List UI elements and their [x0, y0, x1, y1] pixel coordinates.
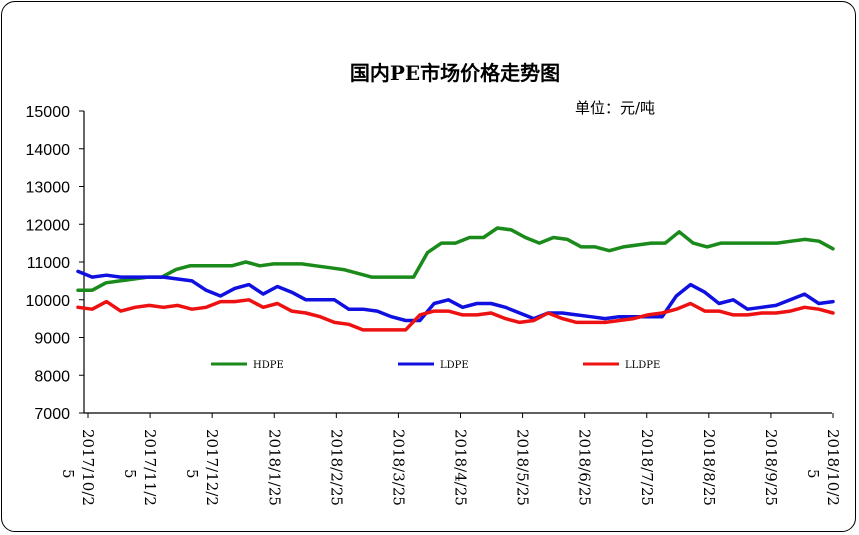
legend-label-ldpe: LDPE	[440, 360, 469, 371]
y-tick-label: 15000	[26, 104, 71, 121]
x-tick-label: 2018/7/25	[638, 429, 656, 506]
series-line-lldpe	[76, 298, 835, 332]
x-tick-label-group: 2018/10/25	[804, 429, 842, 506]
x-tick-label: 2018/4/25	[452, 429, 470, 506]
x-tick-label-group: 2018/5/25	[514, 429, 532, 506]
axes: 7000 8000 9000 10000 11000 12000 13000 14000 150…	[26, 104, 843, 506]
x-tick-label: 2018/3/25	[389, 429, 407, 506]
x-tick-label: 2018/6/25	[576, 429, 594, 506]
y-tick-label: 14000	[26, 142, 71, 159]
chart-title: 国内PE市场价格走势图	[350, 61, 560, 85]
y-tick-label: 12000	[26, 217, 71, 234]
x-tick-label: 2018/8/25	[700, 429, 718, 506]
series-line-hdpe	[76, 226, 835, 293]
x-tick-label-group: 2018/2/25	[327, 429, 345, 506]
x-tick-label: 2018/1/25	[265, 429, 283, 506]
x-tick-label: 2017/12/2	[203, 429, 221, 506]
x-tick-label: 2018/5/25	[514, 429, 532, 506]
legend-label-lldpe: LLDPE	[625, 360, 660, 371]
legend-label-hdpe: HDPE	[253, 360, 284, 371]
x-tick-label-continuation: 5	[804, 469, 822, 479]
x-tick-label: 2018/10/2	[824, 429, 842, 506]
x-tick-label-continuation: 5	[183, 469, 201, 479]
unit-label: 单位：元/吨	[575, 99, 655, 117]
legend: HDPE LDPE LLDPE	[211, 360, 660, 371]
x-tick-label-group: 2018/7/25	[638, 429, 656, 506]
x-tick-label-group: 2017/11/25	[121, 429, 159, 506]
x-tick-label-group: 2018/8/25	[700, 429, 718, 506]
x-tick-label: 2018/2/25	[327, 429, 345, 506]
x-tick-label-group: 2018/4/25	[452, 429, 470, 506]
y-tick-label: 11000	[27, 255, 70, 272]
x-tick-label-group: 2017/12/25	[183, 429, 221, 506]
x-tick-label-continuation: 5	[121, 469, 139, 479]
series-line-ldpe	[76, 269, 835, 323]
x-tick-label: 2017/10/2	[79, 429, 97, 506]
series-layer	[76, 226, 835, 332]
y-tick-label: 10000	[26, 293, 71, 310]
x-tick-label: 2017/11/2	[141, 429, 159, 506]
x-tick-label: 2018/9/25	[762, 429, 780, 506]
x-tick-label-group: 2017/10/25	[59, 429, 97, 506]
x-tick-label-continuation: 5	[59, 469, 77, 479]
x-tick-label-group: 2018/6/25	[576, 429, 594, 506]
y-tick-label: 7000	[34, 406, 70, 423]
y-tick-label: 13000	[26, 180, 71, 197]
x-tick-label-group: 2018/3/25	[389, 429, 407, 506]
x-tick-label-group: 2018/9/25	[762, 429, 780, 506]
x-tick-label-group: 2018/1/25	[265, 429, 283, 506]
y-tick-label: 8000	[34, 368, 70, 385]
y-tick-label: 9000	[34, 331, 70, 348]
